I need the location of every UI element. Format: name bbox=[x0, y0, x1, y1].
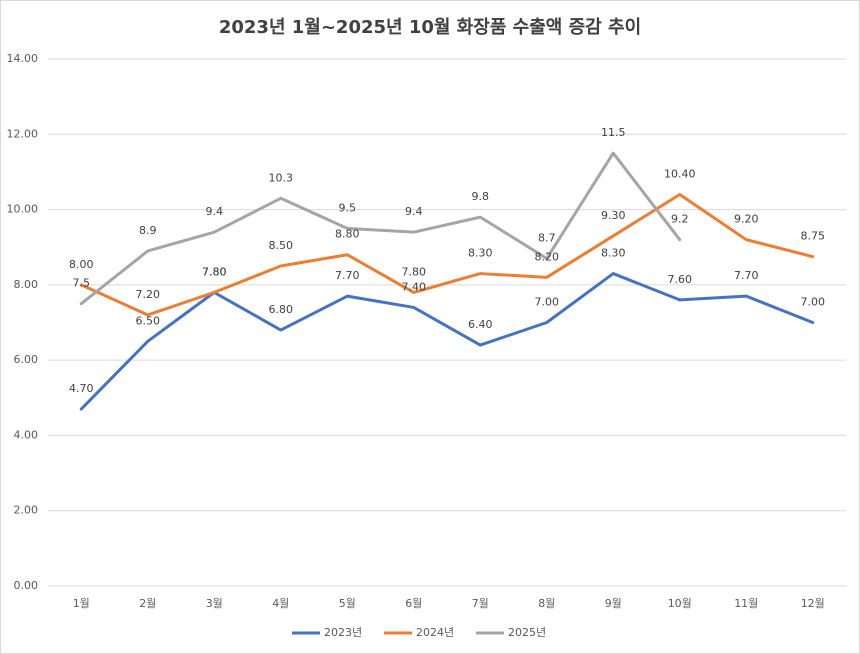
data-label: 8.20 bbox=[535, 250, 560, 263]
data-label: 9.20 bbox=[734, 213, 759, 226]
legend-label: 2024년 bbox=[416, 626, 454, 639]
x-tick-label: 9월 bbox=[605, 597, 622, 610]
y-tick-label: 2.00 bbox=[14, 504, 39, 517]
data-label: 8.50 bbox=[269, 239, 294, 252]
data-label: 6.80 bbox=[269, 303, 294, 316]
data-label: 7.70 bbox=[734, 269, 759, 282]
x-tick-label: 2월 bbox=[139, 597, 156, 610]
data-label: 8.75 bbox=[801, 230, 826, 243]
data-label: 7.00 bbox=[801, 296, 826, 309]
legend-label: 2025년 bbox=[508, 626, 546, 639]
y-tick-label: 4.00 bbox=[14, 428, 39, 441]
data-label: 10.40 bbox=[664, 168, 696, 181]
x-tick-label: 12월 bbox=[801, 597, 825, 610]
x-tick-label: 5월 bbox=[339, 597, 356, 610]
data-label: 10.3 bbox=[269, 171, 294, 184]
chart-title: 2023년 1월~2025년 10월 화장품 수출액 증감 추이 bbox=[219, 17, 641, 38]
x-tick-label: 3월 bbox=[206, 597, 223, 610]
x-tick-label: 7월 bbox=[472, 597, 489, 610]
x-tick-label: 8월 bbox=[538, 597, 555, 610]
data-label: 4.70 bbox=[69, 382, 94, 395]
data-label: 8.80 bbox=[335, 228, 360, 241]
y-tick-label: 14.00 bbox=[7, 52, 39, 65]
data-label: 7.5 bbox=[73, 277, 91, 290]
x-tick-label: 10월 bbox=[668, 597, 692, 610]
data-label: 7.60 bbox=[668, 273, 693, 286]
data-label: 7.80 bbox=[402, 265, 427, 278]
data-label: 6.40 bbox=[468, 318, 493, 331]
legend-label: 2023년 bbox=[324, 626, 362, 639]
data-label: 6.50 bbox=[136, 314, 161, 327]
series-line bbox=[79, 193, 815, 317]
y-tick-label: 6.00 bbox=[14, 353, 39, 366]
series-line bbox=[79, 272, 815, 411]
data-label: 7.70 bbox=[335, 269, 360, 282]
series-line bbox=[79, 151, 682, 306]
data-label: 7.20 bbox=[136, 288, 161, 301]
x-tick-label: 11월 bbox=[734, 597, 758, 610]
y-tick-label: 12.00 bbox=[7, 127, 39, 140]
data-label: 9.2 bbox=[671, 213, 689, 226]
data-label: 9.4 bbox=[206, 205, 224, 218]
data-label: 11.5 bbox=[601, 126, 626, 139]
data-label: 8.30 bbox=[468, 247, 493, 260]
data-label: 7.00 bbox=[535, 296, 560, 309]
data-label: 8.00 bbox=[69, 258, 94, 271]
data-label: 8.9 bbox=[139, 224, 157, 237]
data-label: 9.8 bbox=[472, 190, 490, 203]
data-label: 7.40 bbox=[402, 280, 427, 293]
data-label: 9.30 bbox=[601, 209, 626, 222]
x-tick-label: 6월 bbox=[405, 597, 422, 610]
data-label: 9.5 bbox=[339, 201, 357, 214]
y-tick-label: 10.00 bbox=[7, 203, 39, 216]
data-label: 7.80 bbox=[202, 265, 227, 278]
data-label: 8.7 bbox=[538, 232, 556, 245]
x-tick-label: 4월 bbox=[272, 597, 289, 610]
y-tick-label: 8.00 bbox=[14, 278, 39, 291]
data-label: 7.80 bbox=[202, 265, 227, 278]
data-label: 8.30 bbox=[601, 247, 626, 260]
y-tick-label: 0.00 bbox=[14, 579, 39, 592]
x-tick-label: 1월 bbox=[73, 597, 90, 610]
data-label: 9.4 bbox=[405, 205, 423, 218]
